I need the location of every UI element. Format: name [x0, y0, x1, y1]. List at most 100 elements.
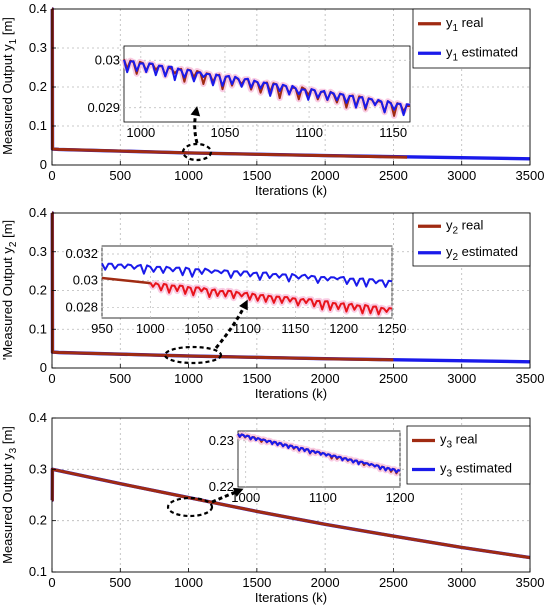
zoom-ellipse [163, 345, 223, 365]
legend-box [412, 212, 531, 267]
legend-label-real-sub: 3 [447, 440, 453, 451]
chart-3: 0 500 1000 1500 2000 2500 3000 3500 0.1 0.2 0.3 0.4… [0, 410, 544, 605]
x-tick-label: 2000 [311, 575, 340, 590]
y-tick-label: 0.1 [29, 118, 47, 133]
inset-x-tick-label: 1100 [233, 321, 261, 336]
legend-label-real: y3 real [440, 432, 477, 451]
inset-series-estimated [123, 59, 411, 117]
y-axis-label: Measured Output y3 [m] [0, 426, 19, 564]
legend-label-estimated-suffix: estimated [458, 244, 518, 259]
legend-label-estimated-base: y [440, 461, 447, 476]
x-tick-label: 3500 [516, 371, 545, 386]
legend-label-estimated-base: y [446, 244, 453, 259]
y-axis-label-unit: [m] [0, 220, 15, 242]
inset-plot: 950 1000 1050 1100 1150 1200 1250 0.028 0.03 0.03… [65, 245, 406, 336]
legend-label-real-base: y [446, 15, 453, 30]
inset-x-tick-label: 1150 [379, 125, 407, 140]
inset-y-tick-label: 0.032 [65, 246, 98, 261]
chart-1: 0 500 1000 1500 2000 2500 3000 3500 0 0.1 0.2 0.3 0.… [0, 1, 544, 198]
y-tick-label: 0.4 [29, 410, 47, 425]
y-axis-label-main: Measured Output y [0, 453, 15, 564]
legend-label-estimated-sub: 1 [453, 52, 459, 63]
x-tick-label: 0 [48, 168, 55, 183]
inset-series-real [149, 282, 393, 316]
legend-label-real-suffix: real [458, 217, 483, 232]
legend-label-estimated-base: y [446, 44, 453, 59]
y-axis-label-sub: 3 [8, 447, 19, 453]
legend-label-estimated: y3 estimated [440, 461, 512, 480]
x-axis-label: Iterations (k) [255, 590, 327, 605]
inset-x-tick-label: 1050 [184, 321, 213, 336]
x-tick-label: 0 [48, 575, 55, 590]
y-tick-label: 0.3 [29, 40, 47, 55]
y-axis-label-unit: [m] [0, 426, 15, 448]
y-axis-label-main: 'Measured Output y [0, 247, 15, 361]
zoom-ellipse [181, 142, 213, 162]
legend-label-real: y2 real [446, 217, 483, 236]
zoom-arrow-head [190, 106, 201, 117]
legend-box [406, 425, 531, 485]
zoom-arrow-head [232, 487, 244, 497]
legend-label-estimated: y1 estimated [446, 44, 518, 63]
inset-series-real-lead [101, 276, 151, 285]
legend-label-estimated-sub: 2 [453, 252, 459, 263]
legend-label-estimated-suffix: estimated [452, 461, 512, 476]
x-tick-label: 3000 [447, 168, 476, 183]
y-tick-label: 0.4 [29, 1, 47, 16]
inset-x-tick-label: 1100 [295, 125, 323, 140]
inset-x-tick-label: 1000 [126, 125, 155, 140]
inset-x-tick-label: 1050 [210, 125, 239, 140]
inset-x-tick-label: 1200 [329, 321, 358, 336]
x-tick-label: 2500 [379, 168, 408, 183]
y-axis-label-sub: 2 [8, 241, 19, 247]
y-axis-label-unit: [m] [0, 17, 15, 39]
y-tick-label: 0 [40, 157, 47, 172]
x-tick-label: 3500 [516, 575, 545, 590]
y-tick-label: 0.3 [29, 461, 47, 476]
legend-label-estimated-suffix: estimated [458, 44, 518, 59]
legend-label-real-base: y [440, 432, 447, 447]
inset-x-tick-label: 1000 [136, 321, 165, 336]
y-axis-label-sub: 1 [8, 38, 19, 44]
y-axis-label-main: Measured Output y [0, 44, 15, 155]
plot-area [51, 417, 531, 573]
legend-label-real-base: y [446, 217, 453, 232]
y-tick-label: 0.2 [29, 283, 47, 298]
zoom-arrow-head [239, 299, 248, 311]
x-tick-label: 1500 [242, 371, 271, 386]
x-tick-label: 3000 [447, 371, 476, 386]
inset-x-tick-label: 1200 [386, 490, 415, 505]
inset-plot: 1000 1050 1100 1150 0.029 0.03 [87, 45, 411, 140]
zoom-arrow [211, 489, 239, 504]
legend-label-real-sub: 2 [453, 225, 459, 236]
inset-y-tick-label: 0.23 [209, 433, 234, 448]
x-tick-label: 2500 [379, 371, 408, 386]
y-tick-label: 0.1 [29, 321, 47, 336]
x-tick-label: 2000 [311, 371, 340, 386]
inset-y-tick-label: 0.028 [65, 299, 98, 314]
y-tick-label: 0.4 [29, 205, 47, 220]
zoom-ellipse [166, 496, 214, 518]
x-tick-label: 1000 [174, 371, 203, 386]
x-tick-label: 1500 [242, 575, 271, 590]
y-tick-label: 0.3 [29, 244, 47, 259]
inset-area [123, 45, 411, 123]
x-tick-label: 2000 [311, 168, 340, 183]
inset-y-tick-label-partial: 0.22 [209, 479, 234, 494]
inset-series-estimated [101, 262, 393, 288]
x-tick-label: 3000 [447, 575, 476, 590]
x-tick-label: 500 [109, 575, 131, 590]
x-tick-label: 1500 [242, 168, 271, 183]
y-tick-label: 0.2 [29, 513, 47, 528]
inset-y-tick-label: 0.03 [95, 52, 120, 67]
legend-label-real-suffix: real [452, 432, 477, 447]
legend-box [412, 8, 531, 69]
legend-label-estimated: y2 estimated [446, 244, 518, 263]
x-tick-label: 500 [109, 168, 131, 183]
y-tick-label: 0.2 [29, 79, 47, 94]
inset-x-tick-label: 950 [91, 321, 113, 336]
inset-y-tick-label: 0.029 [87, 100, 120, 115]
